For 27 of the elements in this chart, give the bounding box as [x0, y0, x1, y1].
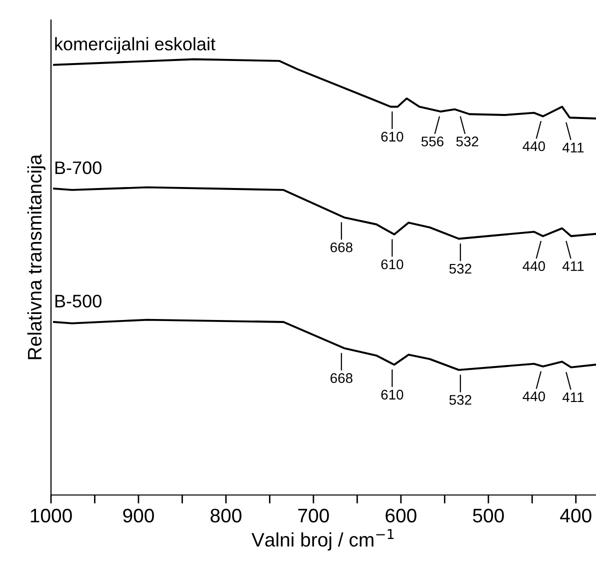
y-axis-title: Relativna transmitancija	[27, 154, 46, 360]
x-axis-title: Valni broj / cm$^{−1}$	[252, 529, 394, 550]
series-label: komercijalni eskolait	[55, 37, 216, 54]
annotation: 532	[449, 394, 472, 405]
annotation: 668	[330, 242, 352, 252]
annotation: 411	[562, 261, 584, 271]
annotation: 668	[330, 373, 352, 384]
x-tick-label: 500	[472, 508, 504, 522]
x-tick-label: 1000	[30, 508, 72, 522]
annotation: 610	[381, 390, 404, 400]
annotation: 610	[381, 259, 404, 270]
annotation: 411	[562, 392, 584, 402]
annotation: 610	[381, 132, 404, 142]
annotation: 440	[522, 391, 545, 402]
annotation: 440	[522, 261, 545, 272]
annotation: 532	[449, 264, 472, 274]
series-label: B-500	[55, 294, 102, 308]
x-tick-label: 600	[386, 508, 416, 522]
x-tick-label: 700	[298, 508, 329, 522]
annotation: 440	[522, 141, 545, 152]
series-label: B-700	[55, 161, 102, 174]
annotation: 532	[456, 136, 478, 146]
x-tick-label: 900	[123, 508, 154, 522]
x-tick-label: 800	[210, 508, 242, 522]
annotation: 411	[562, 142, 584, 152]
x-tick-label: 400	[560, 508, 592, 522]
annotation: 556	[421, 136, 444, 146]
